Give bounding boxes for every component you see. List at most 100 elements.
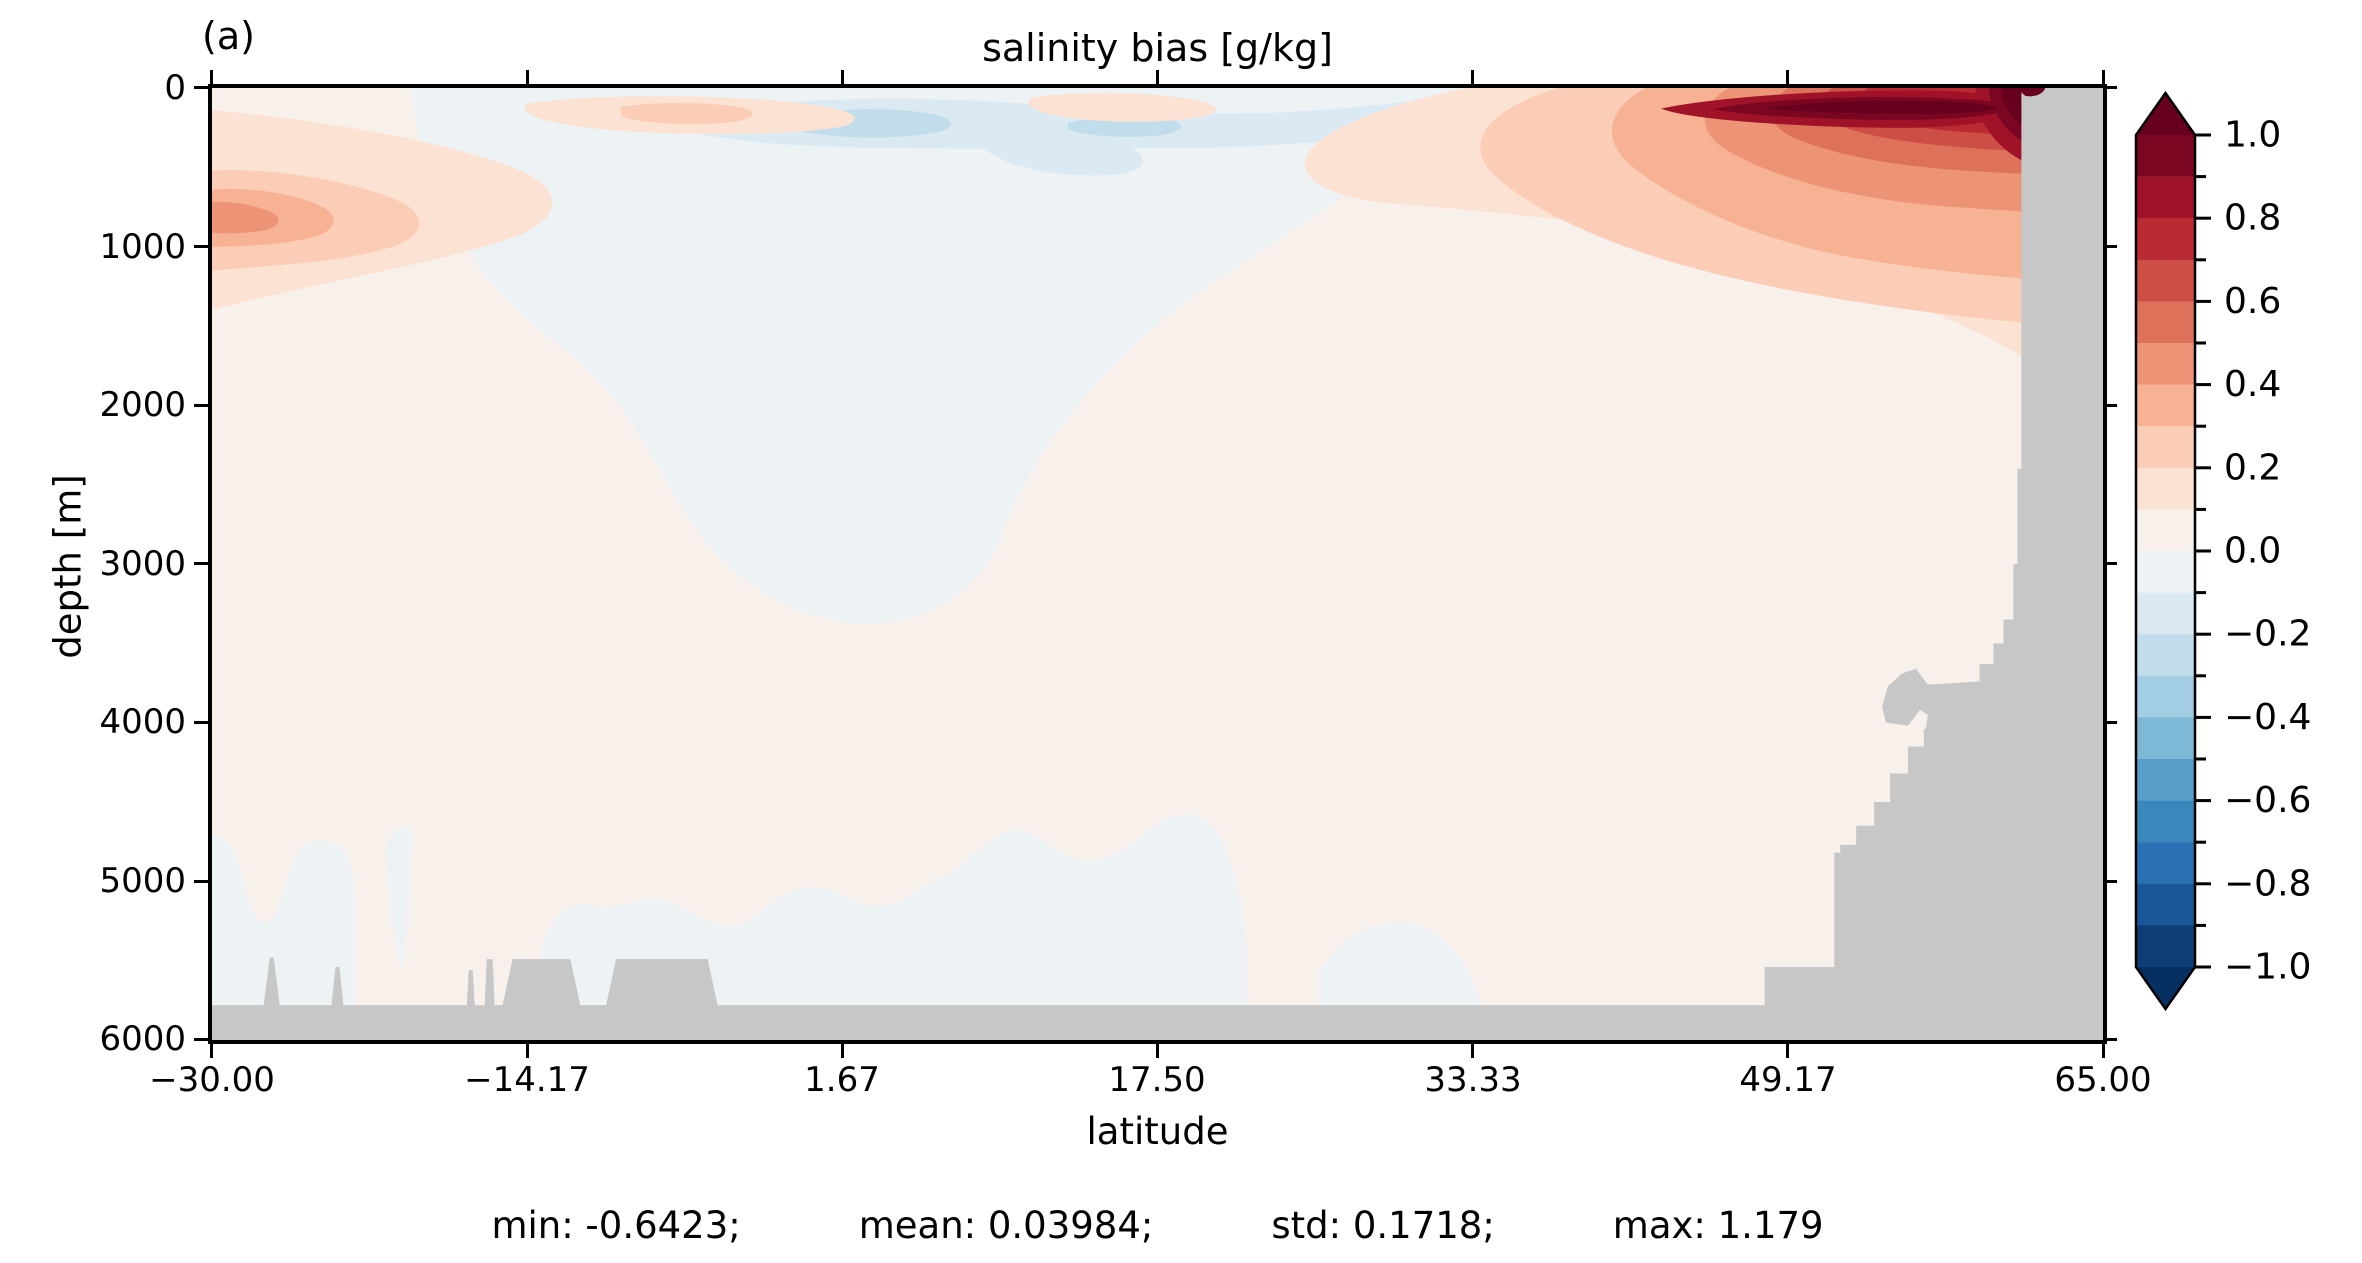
- y-tick-left: [194, 721, 208, 724]
- band-neg-deep-right-small: [1318, 922, 1482, 1006]
- cb-band: [2136, 592, 2195, 635]
- band-neg-deep-sliver: [385, 828, 414, 971]
- colorbar-ticks: [2195, 133, 2211, 969]
- cb-band: [2136, 384, 2195, 427]
- x-tick-label: 17.50: [1108, 1060, 1206, 1100]
- y-tick-left: [194, 562, 208, 565]
- x-tick-label: 33.33: [1424, 1060, 1522, 1100]
- cb-tick-label: 0.4: [2224, 364, 2281, 405]
- y-tick-right: [2103, 245, 2117, 248]
- x-tick-bottom: [1471, 1044, 1474, 1058]
- x-tick-label: −14.17: [464, 1060, 590, 1100]
- cb-band: [2136, 301, 2195, 344]
- x-tick-top: [2102, 70, 2105, 84]
- cb-band: [2136, 259, 2195, 302]
- x-tick-top: [526, 70, 529, 84]
- contour-plot: [212, 88, 2103, 1040]
- band-neg2-subsurface-patch: [982, 133, 1143, 176]
- cb-band: [2136, 426, 2195, 468]
- y-tick-label: 3000: [99, 544, 186, 584]
- cb-arrow-over: [2136, 93, 2195, 135]
- cb-tick-label: 0.2: [2224, 447, 2281, 488]
- cb-tick-label: 1.0: [2224, 115, 2281, 156]
- band-neg-central-upper: [411, 88, 1494, 624]
- cb-band: [2136, 176, 2195, 219]
- cb-band: [2136, 883, 2195, 926]
- cb-tick-label: −0.2: [2224, 614, 2311, 655]
- cb-band: [2136, 759, 2195, 801]
- x-tick-top: [1786, 70, 1789, 84]
- x-tick-bottom: [1786, 1044, 1789, 1058]
- y-tick-left: [194, 245, 208, 248]
- cb-band: [2136, 467, 2195, 510]
- stat-min: min: -0.6423;: [491, 1204, 741, 1247]
- cb-tick-label: 0.0: [2224, 531, 2281, 572]
- x-tick-label: 1.67: [804, 1060, 880, 1100]
- cb-band: [2136, 717, 2195, 760]
- y-tick-left: [194, 86, 208, 89]
- cb-band: [2136, 218, 2195, 260]
- panel-label: (a): [202, 14, 255, 58]
- stat-std: std: 0.1718;: [1271, 1204, 1495, 1247]
- x-tick-top: [1471, 70, 1474, 84]
- y-tick-right: [2103, 562, 2117, 565]
- cb-band: [2136, 842, 2195, 884]
- y-axis-title: depth [m]: [46, 474, 90, 659]
- y-tick-label: 6000: [99, 1019, 186, 1059]
- band-neg-deep-left: [212, 836, 356, 1006]
- cb-band: [2136, 551, 2195, 593]
- y-tick-label: 4000: [99, 702, 186, 742]
- cb-band: [2136, 800, 2195, 843]
- x-axis-title: latitude: [1086, 1110, 1229, 1153]
- y-tick-left: [194, 404, 208, 407]
- x-tick-label: 65.00: [2054, 1060, 2152, 1100]
- stat-max: max: 1.179: [1612, 1204, 1824, 1247]
- x-tick-bottom: [210, 1044, 213, 1058]
- cb-tick-label: 0.6: [2224, 281, 2281, 322]
- y-tick-right: [2103, 404, 2117, 407]
- cb-tick-label: −1.0: [2224, 947, 2311, 988]
- x-tick-bottom: [2102, 1044, 2105, 1058]
- cb-band: [2136, 925, 2195, 967]
- x-tick-bottom: [1156, 1044, 1159, 1058]
- x-tick-top: [1156, 70, 1159, 84]
- stat-mean: mean: 0.03984;: [858, 1204, 1154, 1247]
- x-tick-label: −30.00: [149, 1060, 275, 1100]
- y-tick-right: [2103, 880, 2117, 883]
- y-tick-label: 0: [164, 68, 186, 108]
- colorbar-tick-labels: 1.0 0.8 0.6 0.4 0.2 0.0 −0.2 −0.4 −0.6 −…: [2224, 115, 2311, 988]
- x-tick-label: 49.17: [1739, 1060, 1837, 1100]
- y-tick-right: [2103, 1038, 2117, 1041]
- band12-streak-core: [620, 102, 753, 125]
- chart-title: salinity bias [g/kg]: [982, 26, 1333, 70]
- y-tick-label: 5000: [99, 861, 186, 901]
- cb-band: [2136, 343, 2195, 385]
- y-tick-label: 1000: [99, 227, 186, 267]
- cb-band: [2136, 135, 2195, 177]
- colorbar-bands: [2134, 90, 2197, 1012]
- cb-tick-label: −0.6: [2224, 780, 2311, 821]
- y-tick-left: [194, 1038, 208, 1041]
- band-over-spike-on-shelf: [2019, 88, 2046, 97]
- cb-arrow-under: [2136, 967, 2195, 1009]
- contour-field: [212, 88, 2103, 1040]
- bathymetry-mask: [212, 88, 2103, 1040]
- y-tick-right: [2103, 721, 2117, 724]
- cb-band: [2136, 675, 2195, 718]
- band-over-surface-core: [1764, 88, 2024, 127]
- x-tick-bottom: [526, 1044, 529, 1058]
- x-tick-top: [210, 70, 213, 84]
- axes-spines: [208, 84, 2107, 1044]
- x-tick-bottom: [841, 1044, 844, 1058]
- stats-line: min: -0.6423; mean: 0.03984; std: 0.1718…: [212, 1204, 2103, 1247]
- y-tick-label: 2000: [99, 385, 186, 425]
- colorbar: 1.0 0.8 0.6 0.4 0.2 0.0 −0.2 −0.4 −0.6 −…: [2134, 90, 2311, 1012]
- band-neg-deep-middle: [542, 814, 1248, 1006]
- cb-band: [2136, 634, 2195, 676]
- cb-tick-label: 0.8: [2224, 198, 2281, 239]
- cb-band: [2136, 509, 2195, 552]
- cb-tick-label: −0.8: [2224, 863, 2311, 904]
- y-tick-right: [2103, 86, 2117, 89]
- x-tick-top: [841, 70, 844, 84]
